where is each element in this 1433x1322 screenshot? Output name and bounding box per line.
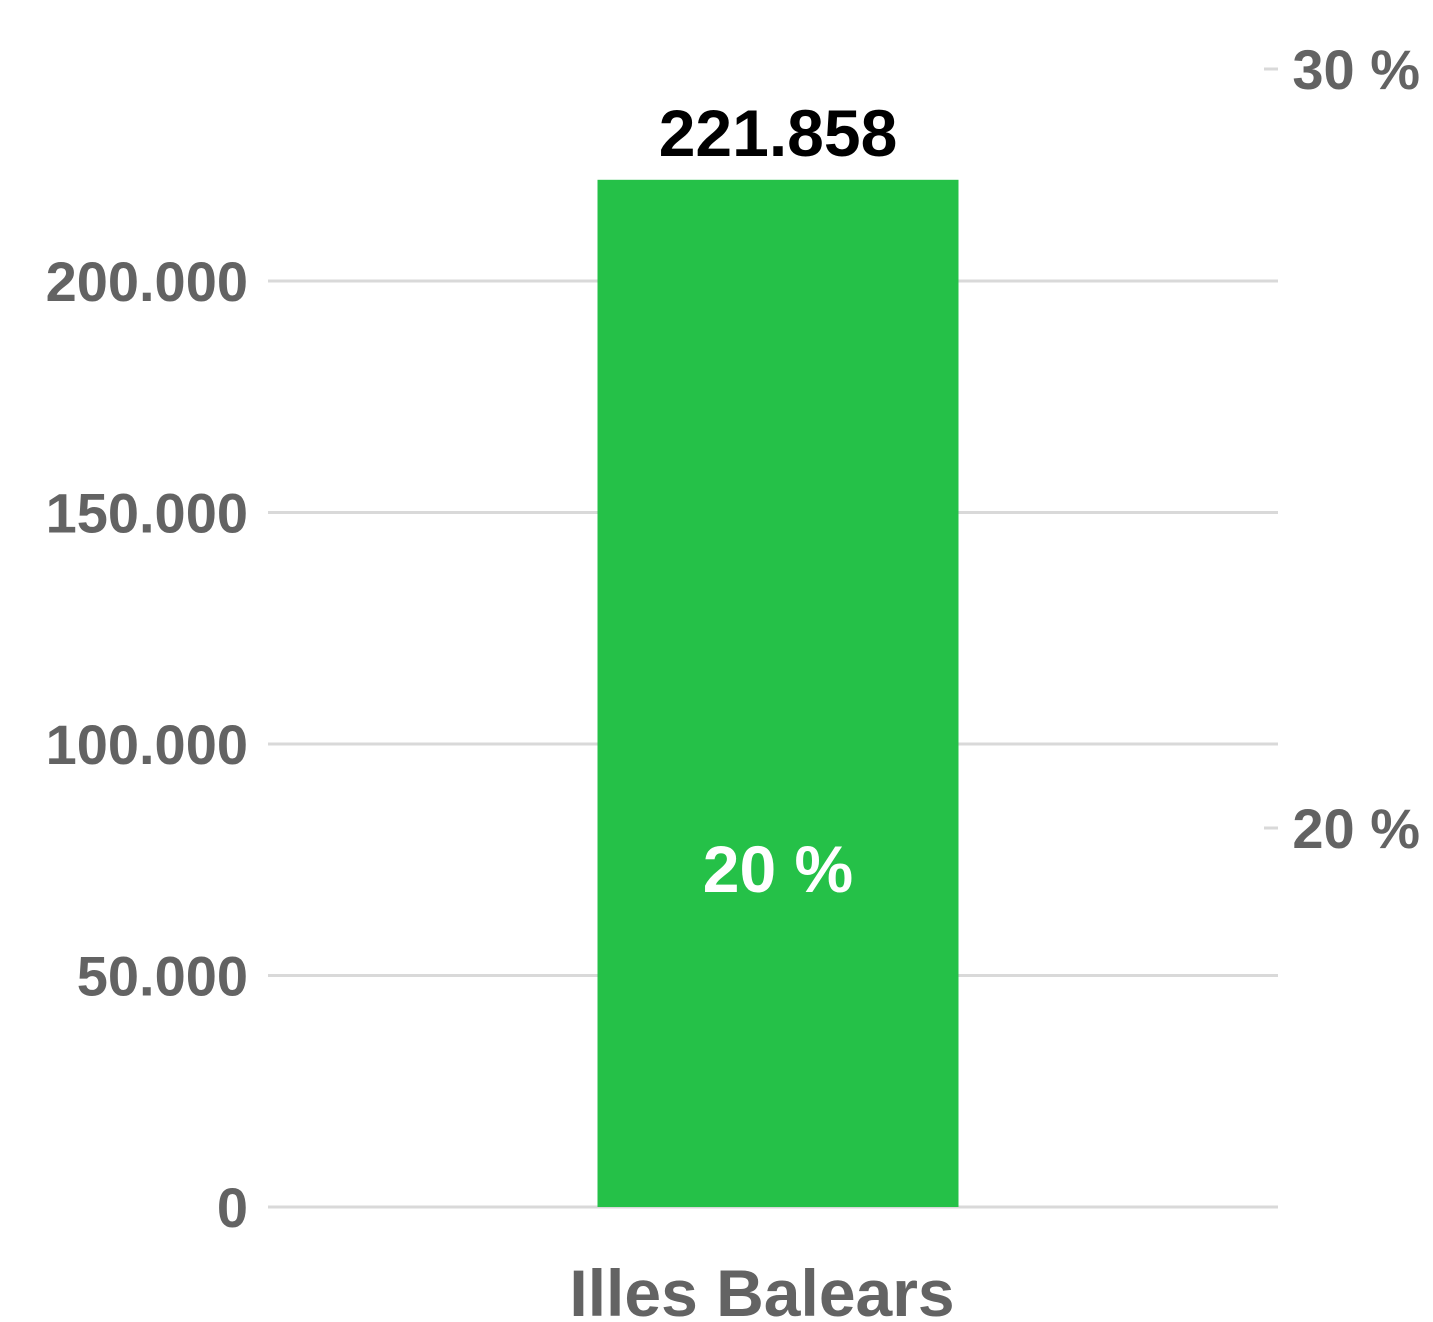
y-axis-right: 20 % 30 % [1264,38,1420,860]
y2-tick-label: 20 % [1292,797,1420,860]
data-labels: 221.858 20 % [659,96,898,906]
bar-value-label: 221.858 [659,96,898,170]
bars [597,179,959,1207]
y-tick-label: 50.000 [77,945,248,1008]
bar-percent-label: 20 % [703,832,853,906]
y-tick-label: 150.000 [46,482,248,545]
x-axis: Illes Balears [569,1256,954,1322]
bar [597,179,959,1207]
y-axis-left: 0 50.000 100.000 150.000 200.000 [46,250,248,1239]
x-tick-label: Illes Balears [569,1256,954,1322]
y-tick-label: 0 [217,1176,248,1239]
y-tick-label: 200.000 [46,250,248,313]
y2-tick-label: 30 % [1292,38,1420,101]
y-tick-label: 100.000 [46,713,248,776]
